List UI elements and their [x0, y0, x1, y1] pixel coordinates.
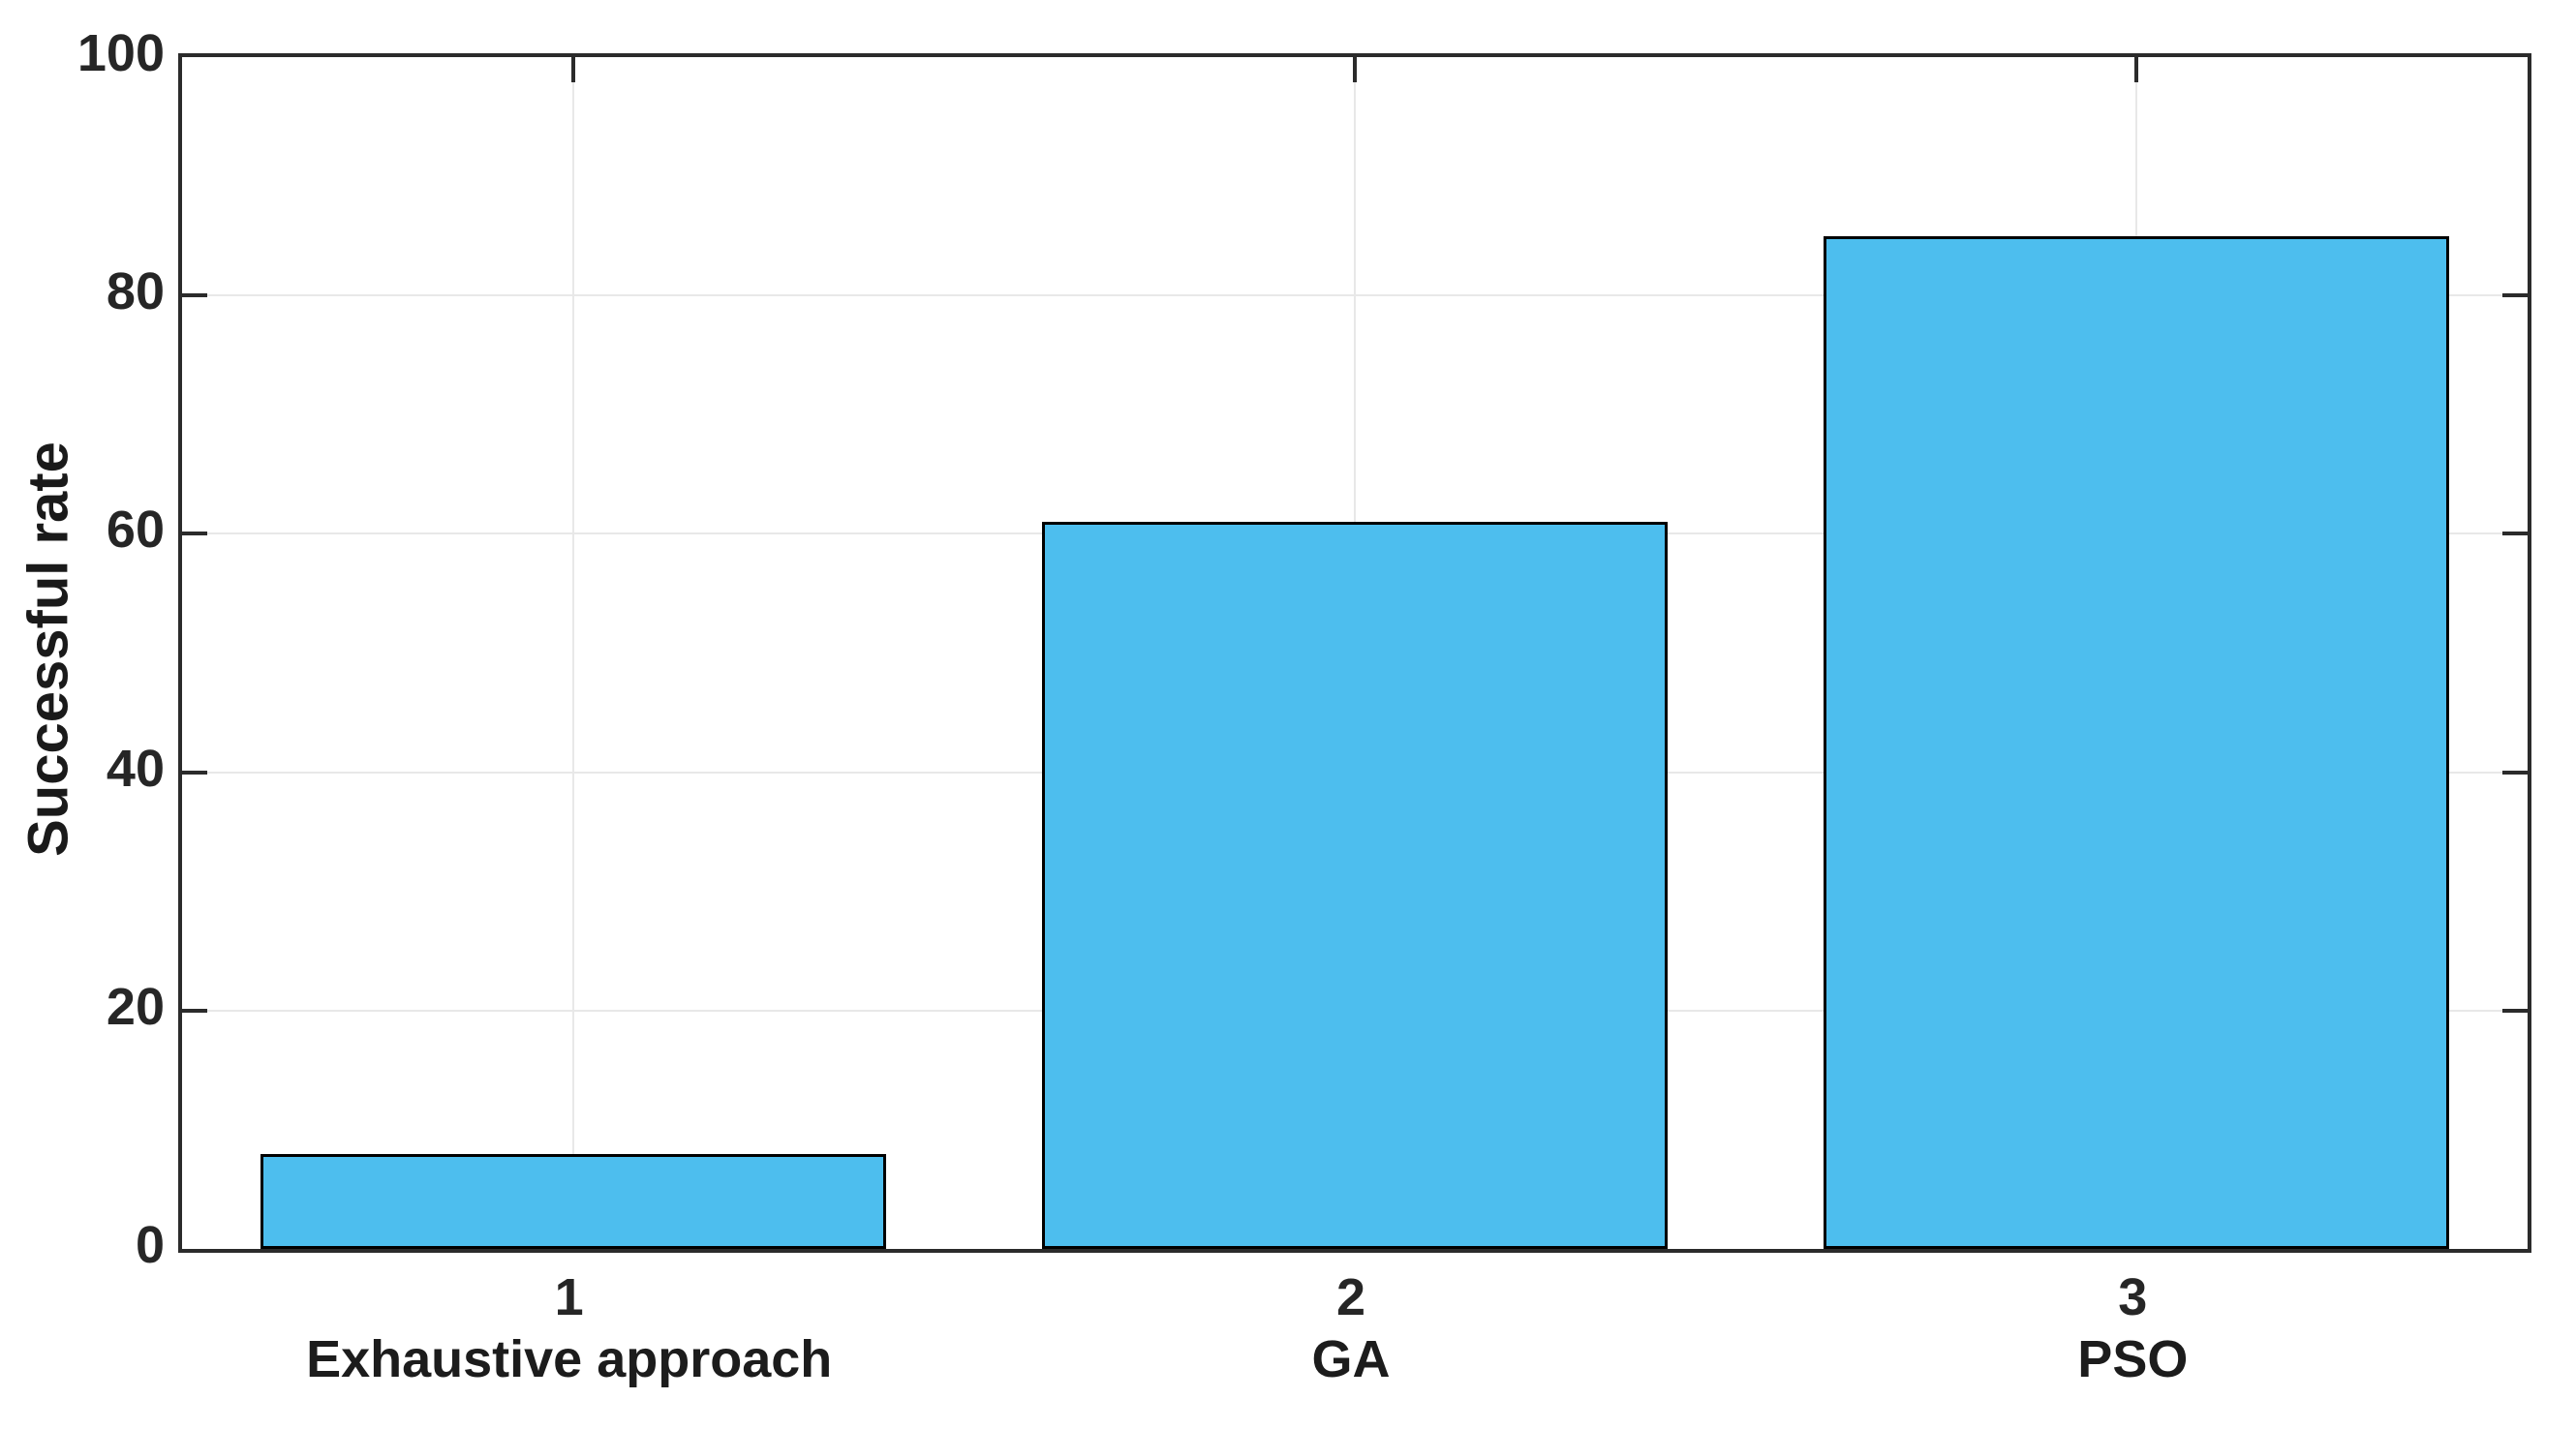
x-tick-top-3 [2134, 57, 2139, 82]
y-tick-left-80 [182, 293, 207, 298]
y-tick-label-100: 100 [77, 24, 165, 82]
y-axis-label: Successful rate [16, 441, 80, 857]
category-label-2: GA [1311, 1330, 1391, 1388]
bar-exhaustive-approach [260, 1153, 886, 1249]
x-tick-top-2 [1353, 57, 1357, 82]
x-tick-label-2: 2 [1335, 1268, 1366, 1326]
y-tick-right-60 [2502, 532, 2528, 536]
y-tick-label-0: 0 [135, 1216, 165, 1274]
bar-ga [1042, 522, 1668, 1249]
bar-pso [1824, 235, 2450, 1249]
plot-area [178, 53, 2531, 1253]
y-tick-label-40: 40 [106, 739, 165, 798]
y-tick-left-40 [182, 770, 207, 775]
y-tick-label-20: 20 [106, 977, 165, 1036]
x-tick-top-1 [570, 57, 575, 82]
gridline-x-1 [571, 57, 574, 1249]
y-tick-right-80 [2502, 293, 2528, 298]
category-label-3: PSO [2077, 1330, 2189, 1388]
y-tick-left-20 [182, 1008, 207, 1013]
y-tick-label-60: 60 [106, 501, 165, 560]
y-tick-left-60 [182, 532, 207, 536]
y-tick-right-40 [2502, 770, 2528, 775]
category-label-1: Exhaustive approach [306, 1330, 833, 1388]
y-tick-right-20 [2502, 1008, 2528, 1013]
x-tick-label-1: 1 [554, 1268, 584, 1326]
y-tick-label-80: 80 [106, 262, 165, 321]
x-tick-label-3: 3 [2118, 1268, 2148, 1326]
